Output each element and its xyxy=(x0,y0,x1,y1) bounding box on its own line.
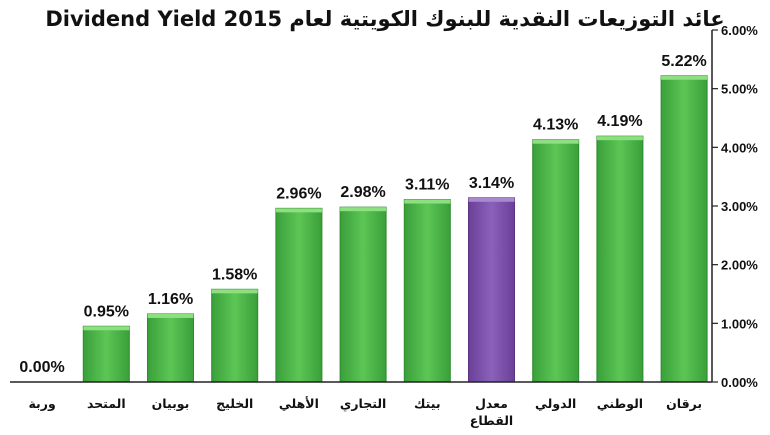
bars-group: 0.00% 0.95% 1.16% 1.58% 2.96% 2.98% 3.11% 3.14%… xyxy=(19,53,708,383)
data-label: 4.13% xyxy=(533,117,578,134)
data-label: 2.98% xyxy=(340,184,385,201)
data-label: 2.96% xyxy=(276,185,321,202)
data-label: 0.95% xyxy=(84,303,129,320)
category-label: بيتك xyxy=(414,396,441,411)
bar-cap xyxy=(596,136,643,141)
data-label: 5.22% xyxy=(661,53,706,70)
data-label: 3.11% xyxy=(405,177,449,194)
bar xyxy=(403,199,451,383)
category-label: الخليج xyxy=(216,396,253,411)
category-label: وربة xyxy=(28,396,55,411)
category-label: الوطني xyxy=(597,396,643,411)
bar xyxy=(275,207,323,383)
y-tick-label: 1.00% xyxy=(721,316,758,331)
bar xyxy=(596,135,644,383)
y-axis: 0.00% 1.00% 2.00% 3.00% 4.00% 5.00% 6.00% xyxy=(10,23,758,390)
data-label: 0.00% xyxy=(19,359,64,376)
category-label: القطاع xyxy=(470,413,513,428)
bar-cap xyxy=(468,197,515,202)
bar-cap xyxy=(211,289,258,294)
bar-cap xyxy=(83,326,130,331)
y-tick-label: 4.00% xyxy=(721,140,758,155)
data-label: 3.14% xyxy=(469,175,514,192)
bar xyxy=(468,197,515,383)
y-tick-label: 3.00% xyxy=(721,199,758,214)
data-label: 1.16% xyxy=(148,291,193,308)
category-label: المتحد xyxy=(87,396,126,411)
category-label: بوبيان xyxy=(152,396,190,411)
chart-title: عائد التوزيعات النقدية للبنوك الكويتية ل… xyxy=(45,7,724,31)
bar-cap xyxy=(404,199,451,204)
data-label: 4.19% xyxy=(597,113,642,130)
category-label: الأهلي xyxy=(279,396,319,411)
y-tick-label: 6.00% xyxy=(721,23,758,38)
category-labels: وربة المتحد بوبيان الخليج الأهلي التجاري بيتك م… xyxy=(28,396,702,428)
bar xyxy=(660,75,708,383)
bar-cap xyxy=(147,313,194,318)
y-tick-label: 5.00% xyxy=(721,82,758,97)
bar xyxy=(147,313,194,383)
y-tick-label: 0.00% xyxy=(721,375,758,390)
category-label: الدولي xyxy=(535,396,576,411)
bar xyxy=(339,206,387,383)
category-label: معدل xyxy=(475,396,508,411)
bar xyxy=(532,139,580,383)
bar xyxy=(211,288,259,383)
bar-cap xyxy=(532,139,579,144)
bar-cap xyxy=(340,207,387,212)
bar xyxy=(82,325,130,383)
category-label: برقان xyxy=(666,396,702,411)
data-label: 1.58% xyxy=(212,266,257,283)
category-label: التجاري xyxy=(340,396,386,411)
y-tick-label: 2.00% xyxy=(721,258,758,273)
bar-cap xyxy=(661,75,708,80)
bar-cap xyxy=(275,208,322,213)
